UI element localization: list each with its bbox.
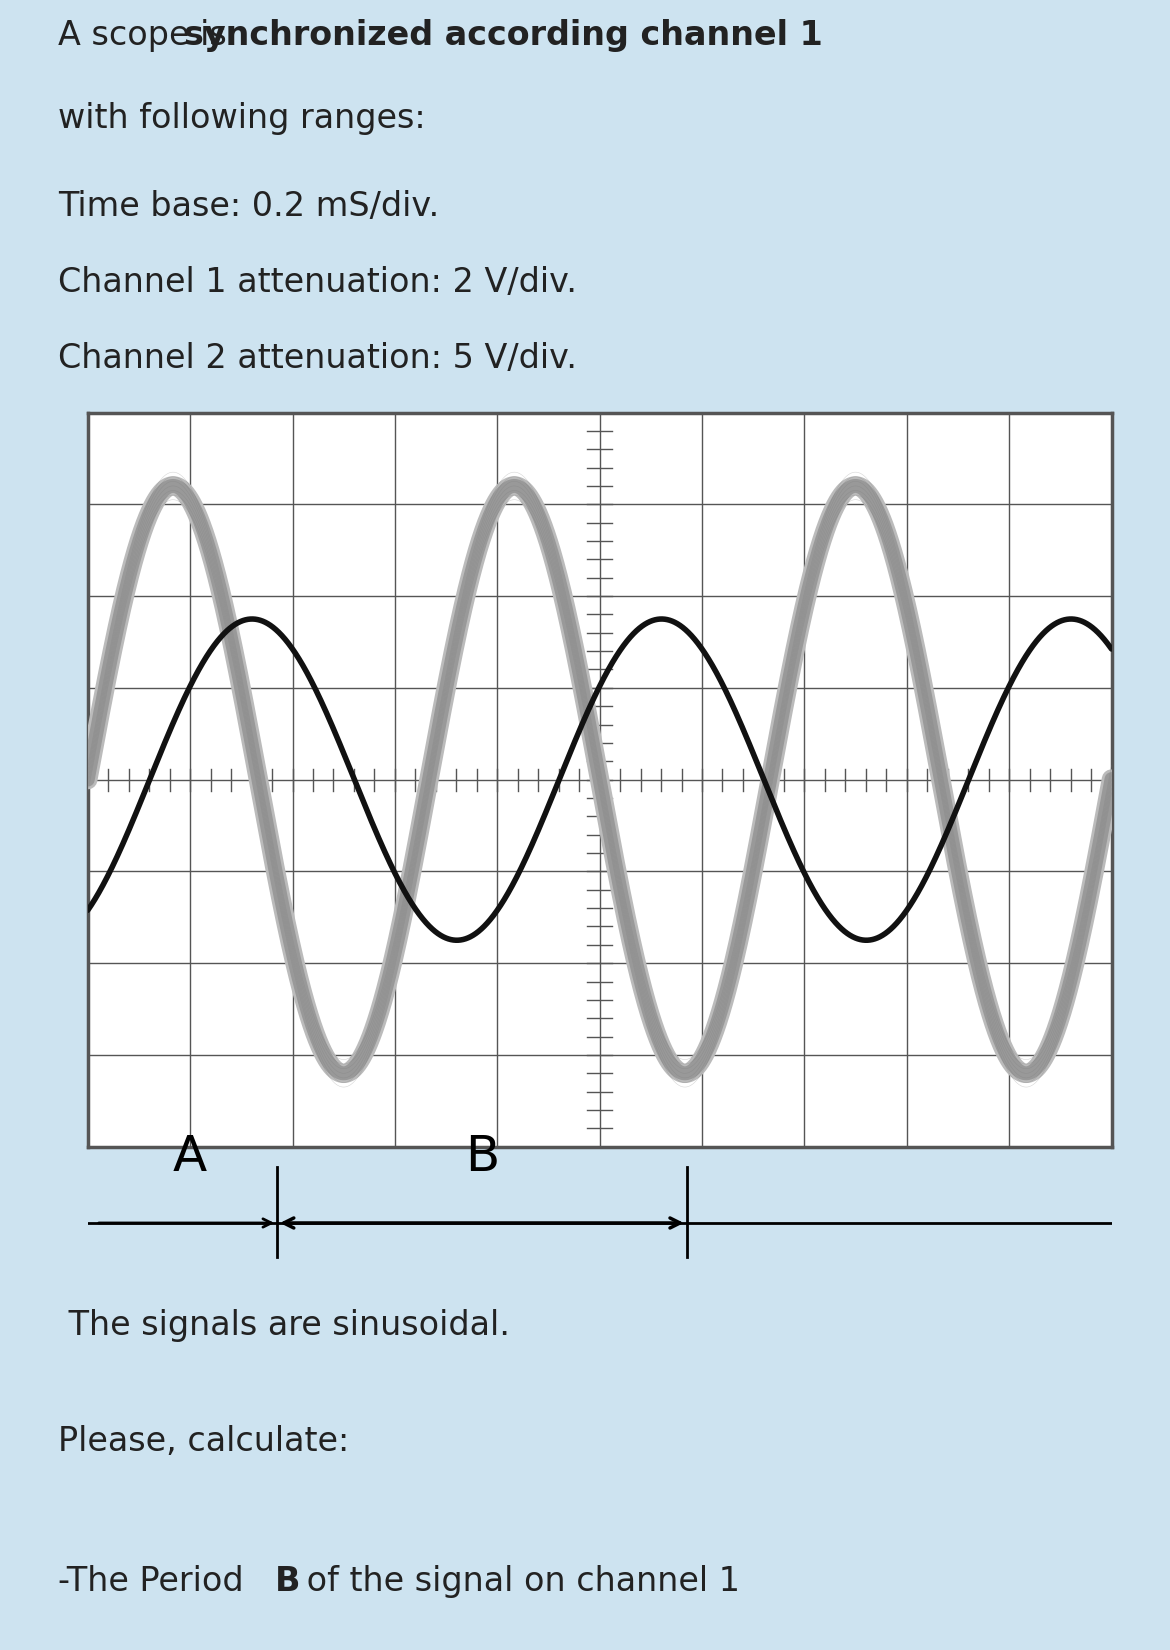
Text: A scope is: A scope is (58, 18, 238, 51)
Text: A: A (173, 1134, 207, 1181)
Text: Channel 1 attenuation: 2 V/div.: Channel 1 attenuation: 2 V/div. (58, 266, 578, 299)
Text: B: B (464, 1134, 500, 1181)
Text: Please, calculate:: Please, calculate: (58, 1426, 350, 1459)
Text: synchronized according channel 1: synchronized according channel 1 (184, 18, 823, 51)
Text: Time base: 0.2 mS/div.: Time base: 0.2 mS/div. (58, 190, 440, 223)
Text: with following ranges:: with following ranges: (58, 102, 426, 135)
Text: Channel 2 attenuation: 5 V/div.: Channel 2 attenuation: 5 V/div. (58, 342, 578, 375)
Text: The signals are sinusoidal.: The signals are sinusoidal. (58, 1308, 510, 1341)
Text: B: B (275, 1564, 301, 1597)
Text: -The Period: -The Period (58, 1564, 255, 1597)
Text: of the signal on channel 1: of the signal on channel 1 (296, 1564, 739, 1597)
